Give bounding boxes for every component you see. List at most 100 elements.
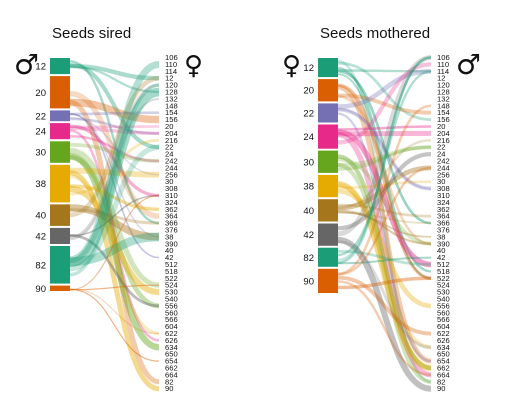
flow-ribbon (337, 166, 432, 276)
partner-label: 244 (165, 163, 178, 172)
partner-label: 650 (165, 350, 178, 359)
flow-ribbon (69, 208, 160, 225)
partner-label: 634 (165, 343, 178, 352)
node-label: 12 (303, 63, 314, 74)
partner-label: 310 (165, 191, 178, 200)
flow-ribbon (337, 152, 432, 231)
partner-label: 560 (437, 308, 450, 317)
partner-label: 20 (437, 122, 445, 131)
flow-ribbon (337, 154, 432, 371)
node-90 (318, 268, 338, 293)
flow-ribbon (69, 117, 160, 176)
partner-label: 120 (165, 81, 178, 90)
node-label: 30 (35, 148, 46, 159)
flow-ribbon (337, 73, 432, 280)
node-label: 20 (303, 86, 314, 97)
partner-label: 156 (165, 115, 178, 124)
node-12 (318, 58, 338, 78)
partner-label: 522 (437, 274, 450, 283)
flow-ribbon (69, 129, 160, 342)
partner-label: 204 (165, 129, 178, 138)
node-24 (318, 124, 338, 149)
panel-title: Seeds sired (52, 25, 131, 42)
flow-ribbon (69, 113, 160, 259)
flow-ribbon (69, 112, 160, 238)
flow-ribbon (69, 174, 160, 336)
node-label: 38 (35, 179, 46, 190)
partner-label: 90 (165, 384, 173, 393)
flow-ribbon (337, 108, 432, 190)
partner-label: 662 (165, 364, 178, 373)
partner-label: 22 (437, 143, 445, 152)
partner-label: 664 (165, 370, 178, 379)
partner-label: 244 (437, 163, 450, 172)
partner-label: 120 (437, 81, 450, 90)
flow-ribbon (337, 93, 432, 115)
partner-label: 364 (437, 212, 450, 221)
flow-ribbon (69, 60, 160, 264)
partner-label: 366 (165, 219, 178, 228)
node-42 (318, 223, 338, 246)
flow-ribbon (69, 75, 160, 218)
right-label-column: 1061101141212012813214815415620204216222… (437, 53, 450, 393)
partner-label: 242 (437, 157, 450, 166)
partner-label: 256 (165, 170, 178, 179)
partner-label: 650 (437, 350, 450, 359)
node-label: 24 (303, 132, 314, 143)
partner-label: 38 (437, 232, 445, 241)
partner-label: 42 (437, 253, 445, 262)
flow-ribbon (69, 288, 160, 362)
flow-ribbon (69, 124, 160, 198)
flow-ribbon (69, 185, 160, 296)
flow-ribbon (337, 84, 432, 364)
partner-label: 24 (165, 150, 173, 159)
node-42 (50, 227, 70, 244)
node-90 (50, 285, 70, 291)
flow-ribbon (337, 157, 432, 246)
flow-ribbon (337, 129, 432, 268)
flow-ribbon (69, 288, 160, 335)
partner-label: 242 (165, 157, 178, 166)
flow-ribbon (69, 204, 160, 241)
partner-label: 20 (165, 122, 173, 131)
partner-label: 12 (437, 74, 445, 83)
partner-label: 626 (165, 336, 178, 345)
flow-ribbon (337, 203, 432, 218)
partner-label: 566 (437, 315, 450, 324)
flow-ribbon (69, 167, 160, 178)
node-40 (50, 204, 70, 226)
flow-ribbon (69, 63, 160, 81)
partner-label: 310 (437, 191, 450, 200)
partner-label: 30 (165, 177, 173, 186)
partner-label: 654 (165, 357, 178, 366)
node-label: 30 (303, 157, 314, 168)
flow-ribbon (69, 152, 160, 351)
partner-label: 390 (437, 239, 450, 248)
partner-label: 566 (165, 315, 178, 324)
flow-ribbon (337, 280, 432, 377)
partner-label: 90 (437, 384, 445, 393)
node-30 (318, 150, 338, 173)
panel-title: Seeds mothered (320, 25, 430, 42)
node-38 (50, 164, 70, 203)
partner-label: 366 (437, 219, 450, 228)
flow-ribbon (337, 104, 432, 276)
flow-ribbon (337, 139, 432, 210)
node-label: 42 (35, 231, 46, 242)
flow-ribbon (69, 117, 160, 135)
node-label: 40 (303, 206, 314, 217)
partner-label: 42 (165, 253, 173, 262)
node-38 (318, 174, 338, 198)
partner-label: 530 (437, 288, 450, 297)
flow-ribbon (337, 83, 432, 280)
partner-label: 362 (437, 205, 450, 214)
partner-label: 622 (165, 329, 178, 338)
flow-ribbon (69, 97, 160, 241)
flow-ribbon (337, 95, 432, 246)
node-label: 40 (35, 211, 46, 222)
flow-ribbon (69, 111, 160, 116)
partner-label: 106 (165, 53, 178, 62)
flow-ribbon (69, 142, 160, 163)
